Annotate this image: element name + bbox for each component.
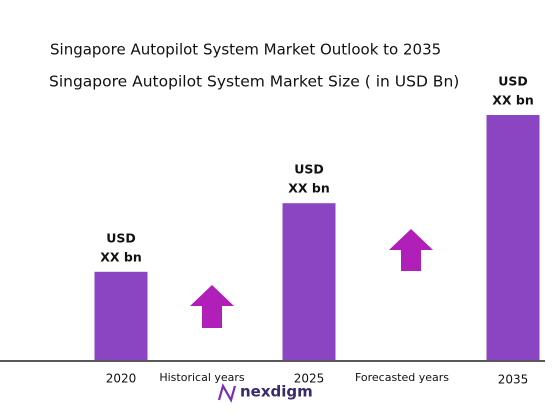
- x-tick-label: 2020: [106, 372, 137, 386]
- bar: [486, 115, 540, 360]
- logo-text: nexdigm: [240, 383, 313, 401]
- chart-title: Singapore Autopilot System Market Outloo…: [50, 41, 441, 59]
- bar: [94, 271, 148, 360]
- growth-arrow: [190, 285, 234, 328]
- bar: [282, 203, 336, 360]
- annotation: Historical years: [159, 371, 245, 384]
- growth-arrow: [389, 229, 433, 271]
- logo-icon: [217, 383, 237, 403]
- x-tick-label: 2025: [294, 372, 325, 386]
- value-label: XX bn: [100, 249, 141, 264]
- value-label: USD: [106, 230, 136, 245]
- annotation: Forecasted years: [355, 371, 449, 384]
- value-label: XX bn: [492, 93, 533, 108]
- x-tick-label: 2035: [498, 373, 529, 387]
- value-label: XX bn: [288, 181, 329, 196]
- value-label: USD: [498, 74, 528, 89]
- chart-subtitle: Singapore Autopilot System Market Size (…: [49, 73, 459, 91]
- value-label: USD: [294, 162, 324, 177]
